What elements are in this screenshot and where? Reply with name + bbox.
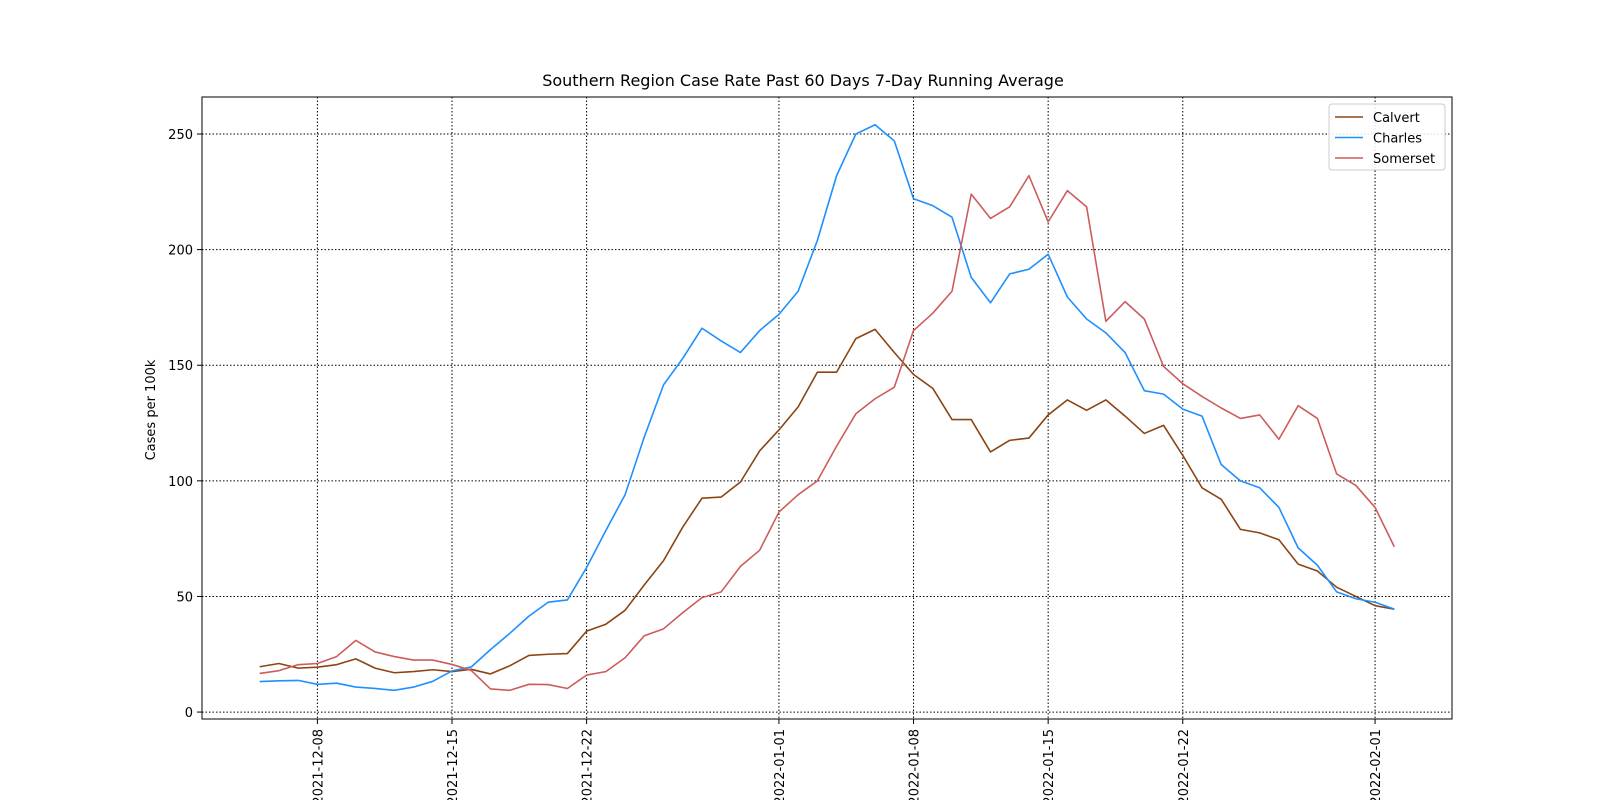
x-tick-label: 2022-02-01 <box>1369 729 1384 800</box>
series-lines <box>259 123 1396 692</box>
x-tick-label: 2022-01-15 <box>1042 729 1057 800</box>
legend-box <box>1328 103 1446 171</box>
x-tick-label: 2021-12-15 <box>446 729 461 800</box>
grid-lines <box>202 97 1452 719</box>
legend-label-calvert: Calvert <box>1373 111 1420 126</box>
x-tick-label: 2022-01-22 <box>1177 729 1192 800</box>
y-tick-label: 0 <box>185 706 193 721</box>
axis-ticks: 2021-12-08 2021-12-15 2021-12-22 2022-01-01… <box>168 128 1384 800</box>
y-tick-label: 50 <box>176 590 193 605</box>
legend: Calvert Charles Somerset <box>1328 103 1446 171</box>
legend-label-charles: Charles <box>1373 132 1422 147</box>
chart-title: Southern Region Case Rate Past 60 Days 7… <box>542 71 1064 90</box>
x-tick-label: 2021-12-08 <box>311 729 326 800</box>
x-tick-label: 2022-01-01 <box>773 729 788 800</box>
plot-frame <box>201 96 1453 720</box>
y-tick-label: 100 <box>168 475 193 490</box>
series-line-charles <box>259 123 1395 692</box>
x-tick-label: 2021-12-22 <box>581 729 596 800</box>
y-tick-label: 150 <box>168 359 193 374</box>
legend-label-somerset: Somerset <box>1373 152 1435 167</box>
series-line-somerset <box>259 174 1396 692</box>
y-tick-label: 200 <box>168 244 193 259</box>
y-axis-label: Cases per 100k <box>144 359 159 460</box>
x-tick-label: 2022-01-08 <box>908 729 923 800</box>
series-line-calvert <box>259 328 1395 675</box>
y-tick-label: 250 <box>168 128 193 143</box>
